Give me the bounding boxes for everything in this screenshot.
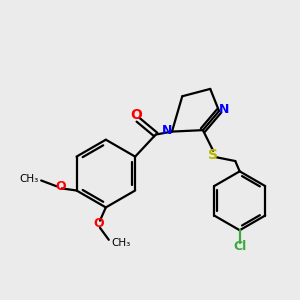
Text: O: O <box>131 108 142 122</box>
Text: CH₃: CH₃ <box>112 238 131 248</box>
Text: N: N <box>161 124 172 136</box>
Text: O: O <box>55 181 66 194</box>
Text: S: S <box>208 148 218 162</box>
Text: Cl: Cl <box>233 240 246 253</box>
Text: O: O <box>93 217 104 230</box>
Text: CH₃: CH₃ <box>19 174 38 184</box>
Text: N: N <box>219 103 230 116</box>
